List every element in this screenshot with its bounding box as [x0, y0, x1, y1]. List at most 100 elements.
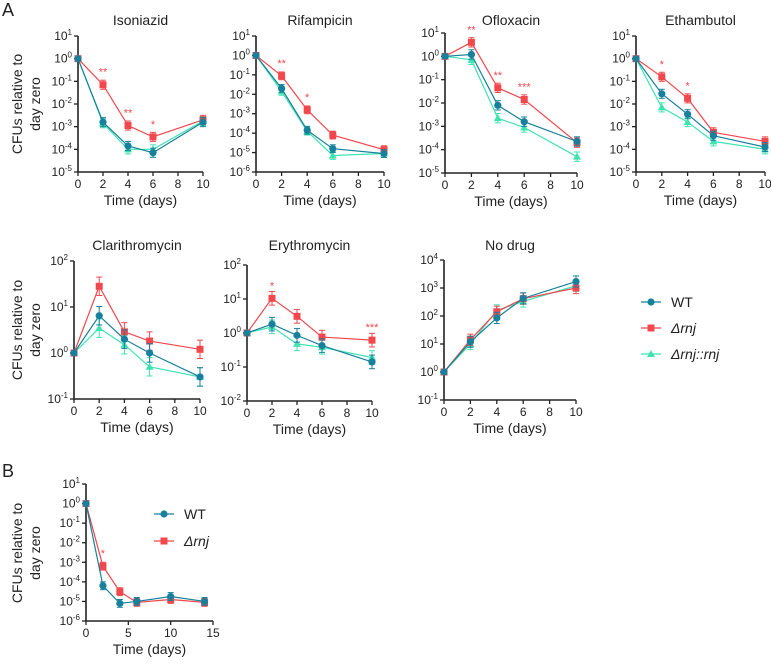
series-WT: [70, 306, 204, 387]
chart-title: Ofloxacin: [482, 12, 540, 28]
marker-circle: [146, 349, 154, 357]
y-tick-label: 10-6: [60, 613, 81, 628]
series-line: [246, 297, 373, 341]
marker-circle: [493, 314, 501, 322]
marker-circle: [466, 338, 474, 346]
chart-title: Ethambutol: [665, 12, 736, 28]
marker-triangle: [145, 362, 154, 370]
y-tick-label: 100: [420, 364, 438, 379]
x-tick-label: 4: [125, 177, 132, 191]
y-tick-label: 100: [54, 51, 72, 66]
significance-label: *: [101, 548, 106, 560]
x-tick-label: 6: [329, 177, 336, 191]
marker-circle: [243, 329, 251, 337]
marker-circle: [318, 341, 326, 350]
marker-triangle: [493, 114, 502, 122]
y-tick-label: 10-3: [419, 118, 440, 133]
y-tick-label: 100: [232, 47, 250, 62]
marker-circle: [761, 143, 769, 151]
y-tick-label: 10-5: [230, 145, 251, 160]
chart-title: Isoniazid: [113, 12, 168, 28]
series-line: [635, 58, 766, 142]
marker-square: [293, 312, 301, 320]
marker-circle: [95, 312, 103, 320]
x-tick-label: 6: [521, 178, 528, 192]
x-tick-label: 8: [355, 177, 362, 191]
y-tick-label: 10-1: [60, 515, 81, 530]
marker-triangle: [520, 123, 529, 131]
series-line: [73, 284, 201, 354]
y-tick-label: 10-5: [610, 164, 631, 179]
y-tick-label: 104: [420, 252, 438, 267]
y-tick-label: 10-5: [52, 164, 73, 179]
series-WT: [252, 51, 388, 158]
series-line: [85, 503, 205, 604]
y-tick-label: 10-1: [418, 392, 439, 407]
x-tick-label: 4: [304, 177, 311, 191]
legend-label: Δrnj: [670, 320, 697, 336]
y-axis-label: CFUs relative to: [9, 503, 25, 604]
marker-circle: [293, 331, 301, 339]
y-tick-label: 102: [223, 257, 241, 272]
y-tick-label: 10-3: [230, 106, 251, 121]
chart-panel-no-drug: 10-1 100 101 102 103 104 0 2 4 6 8 10 Time (days) No …: [418, 237, 583, 436]
x-tick-label: 6: [146, 404, 153, 418]
x-tick-label: 6: [710, 177, 717, 191]
marker-triangle: [657, 103, 666, 111]
legend-b: WT Δrnj: [154, 506, 210, 549]
series-line: [443, 287, 577, 373]
x-tick-label: 10: [196, 177, 210, 191]
marker-square: [278, 72, 286, 80]
x-tick-label: 0: [244, 406, 251, 420]
legend-item-rnj: Δrnj: [154, 533, 210, 549]
marker-circle: [124, 142, 132, 150]
x-axis-label: Time (days): [273, 421, 346, 437]
y-tick-label: 10-1: [52, 73, 73, 88]
marker-circle: [268, 320, 276, 328]
x-tick-label: 2: [100, 177, 107, 191]
series-WT: [441, 49, 581, 147]
y-tick-label: 10-4: [419, 142, 440, 157]
significance-label: *: [151, 119, 156, 131]
marker-square: [368, 336, 376, 344]
legend-item-rnj: Δrnj: [641, 320, 697, 336]
marker-triangle: [293, 339, 301, 347]
chart-panel-erythromycin: 10-2 10-1 100 101 102 0 2 4 6 8 10 Time (days) Eryth…: [221, 237, 380, 437]
y-tick-label: 10-2: [221, 393, 242, 408]
x-axis-label: Time (days): [474, 193, 547, 209]
marker-square: [318, 333, 326, 341]
chart-title: Erythromycin: [269, 237, 351, 253]
marker-circle: [160, 510, 168, 518]
marker-circle: [278, 84, 286, 93]
x-tick-label: 10: [569, 405, 583, 419]
marker-circle: [200, 597, 209, 606]
marker-circle: [441, 52, 449, 60]
x-axis-label: Time (days): [100, 419, 173, 435]
x-tick-label: 6: [150, 177, 157, 191]
series-rnj: [441, 37, 581, 148]
marker-square: [520, 96, 528, 103]
x-tick-label: 2: [96, 404, 103, 418]
marker-square: [329, 131, 337, 139]
x-tick-label: 10: [193, 404, 207, 418]
x-tick-label: 10: [758, 177, 771, 191]
chart-panel-ofloxacin: 10-5 10-4 10-3 10-2 10-1 100 101 0 2 4 6 8 10 Time (d…: [419, 12, 584, 209]
x-tick-label: 5: [125, 626, 132, 640]
series-line: [443, 285, 577, 373]
legend-item-WT: WT: [154, 506, 206, 522]
marker-circle: [99, 582, 107, 590]
marker-square: [647, 324, 655, 332]
series-line: [77, 58, 204, 150]
series-comp: [74, 54, 207, 155]
y-tick-label: 10-2: [60, 535, 81, 550]
x-axis-label: Time (days): [664, 192, 737, 208]
series-line: [443, 280, 577, 373]
significance-label: ***: [366, 322, 380, 334]
x-axis-label: Time (days): [283, 192, 356, 208]
chart-panel-clarithromycin: 10-1 100 101 102 0 2 4 6 8 10 Time (days) Clarithro…: [9, 237, 207, 435]
y-tick-label: 10-2: [52, 96, 73, 111]
x-tick-label: 10: [164, 626, 178, 640]
marker-circle: [519, 294, 527, 302]
